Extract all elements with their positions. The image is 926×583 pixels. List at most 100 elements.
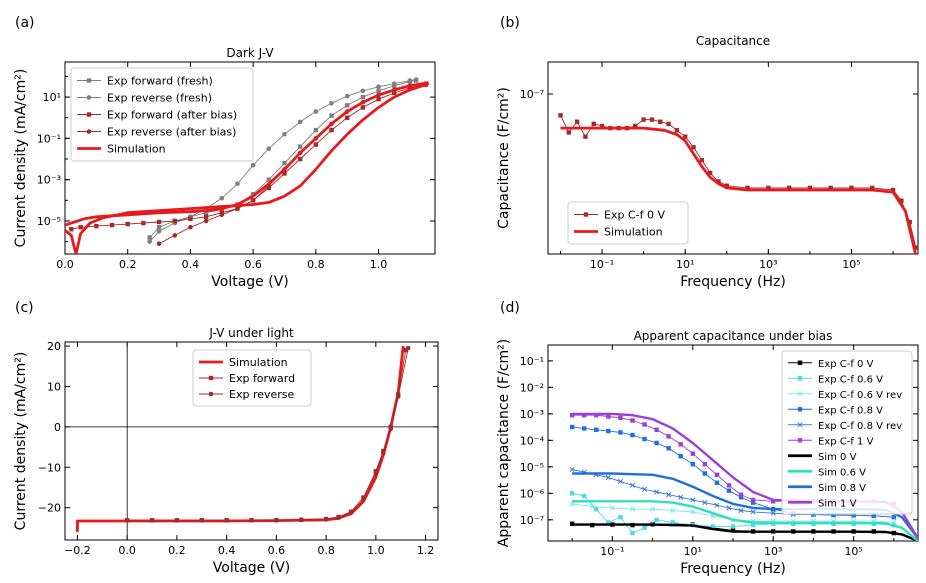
data-point (313, 142, 319, 147)
legend-label: Sim 0 V (818, 452, 857, 463)
y-tick-label: 10⁻⁴ (520, 434, 545, 447)
data-point (405, 345, 411, 351)
data-point (249, 517, 254, 523)
data-point (617, 478, 623, 484)
data-point (266, 177, 272, 182)
data-point (345, 103, 350, 108)
data-point (691, 145, 696, 150)
y-tick-label: −10 (38, 461, 61, 474)
data-point (569, 424, 575, 430)
data-point (650, 506, 656, 512)
data-point (678, 442, 683, 447)
y-tick-label: 10⁻³ (37, 174, 61, 187)
x-tick-label: 1.2 (417, 544, 435, 557)
data-point (376, 88, 381, 94)
x-tick-label: 10⁵ (844, 545, 862, 558)
data-point (629, 506, 636, 512)
data-point (678, 494, 684, 500)
data-point (78, 224, 83, 230)
legend-label: Simulation (604, 226, 663, 239)
y-axis-label: Capacitance (F/cm²) (496, 87, 512, 229)
data-point (581, 426, 587, 431)
x-tick-label: 1.0 (370, 258, 388, 271)
data-point (666, 121, 671, 127)
x-tick-label: 0.4 (182, 258, 200, 271)
data-point (714, 472, 720, 477)
data-point (156, 219, 162, 225)
y-tick-label: 10⁻¹ (520, 355, 544, 368)
legend-box (781, 350, 913, 515)
data-point (224, 517, 229, 523)
data-point (329, 100, 334, 106)
panel-b: (b) Capacitance 10⁻¹ 10¹ 10³ 10⁵ 10⁻⁷ Frequency… (496, 15, 919, 290)
data-point (156, 228, 162, 234)
series-line (65, 81, 429, 227)
data-point (313, 127, 319, 133)
legend-label: Exp C-f 0 V (604, 209, 665, 222)
x-tick-label: 10³ (764, 545, 782, 558)
data-point (329, 113, 334, 118)
legend-label: Exp C-f 1 V (818, 436, 874, 447)
data-point (219, 212, 225, 218)
data-point (94, 223, 99, 229)
data-point (599, 123, 605, 129)
legend-label: Sim 0.8 V (818, 483, 866, 494)
y-tick-label: 10⁻¹ (37, 132, 61, 145)
data-point (274, 517, 279, 523)
data-point (606, 414, 611, 419)
x-tick-label: 10¹ (676, 258, 694, 271)
data-point (666, 434, 671, 439)
panel-label: (d) (500, 300, 520, 316)
data-point (569, 466, 575, 473)
data-point (558, 113, 563, 118)
data-point (574, 119, 580, 124)
x-tick-label: 10⁵ (842, 258, 860, 271)
x-tick-label: 0.0 (56, 258, 74, 271)
y-tick-label: 20 (47, 340, 61, 353)
data-point (250, 191, 256, 197)
data-point (633, 123, 638, 129)
data-point (654, 440, 659, 446)
data-point (618, 415, 623, 421)
panel-c: (c) J-V under light −0.2 0.0 0.2 0.4 0.6 0.8 1.0… (13, 300, 439, 576)
y-tick-label: 10⁻² (520, 381, 544, 394)
y-axis-label: Current density (mA/cm²) (13, 352, 29, 531)
series-line (572, 523, 918, 541)
data-point (323, 517, 329, 522)
y-axis-label: Apparent capacitance (F/cm²) (496, 339, 512, 547)
y-tick-label: 10⁻³ (520, 408, 544, 421)
data-point (678, 454, 683, 459)
data-point (750, 509, 756, 515)
data-point (298, 517, 304, 523)
data-point (710, 524, 716, 529)
data-point (203, 218, 209, 224)
data-point (786, 185, 792, 191)
y-tick-label: 10 (47, 380, 61, 393)
data-point (569, 412, 575, 418)
data-point (282, 171, 287, 176)
data-point (618, 514, 623, 520)
data-point (581, 493, 587, 499)
data-point (313, 109, 319, 114)
legend-box (70, 67, 254, 162)
data-point (407, 78, 413, 83)
legend-label: Sim 0.6 V (818, 467, 866, 478)
legend-box (567, 201, 689, 245)
data-point (609, 505, 615, 511)
data-point (870, 185, 875, 191)
legend-label: Exp reverse (fresh) (107, 92, 212, 105)
legend-marker (86, 112, 92, 117)
y-tick-label: 10⁻⁷ (520, 88, 544, 101)
legend-marker (797, 391, 803, 397)
data-point (849, 185, 854, 191)
data-point (907, 219, 912, 225)
data-point (336, 515, 341, 521)
legend-label: Exp reverse (229, 388, 295, 401)
data-point (413, 77, 419, 82)
data-point (282, 160, 287, 166)
data-point (361, 497, 366, 502)
legend-marker (86, 78, 92, 83)
x-tick-label: 0.8 (307, 258, 325, 271)
data-point (605, 474, 611, 480)
data-point (583, 134, 588, 139)
